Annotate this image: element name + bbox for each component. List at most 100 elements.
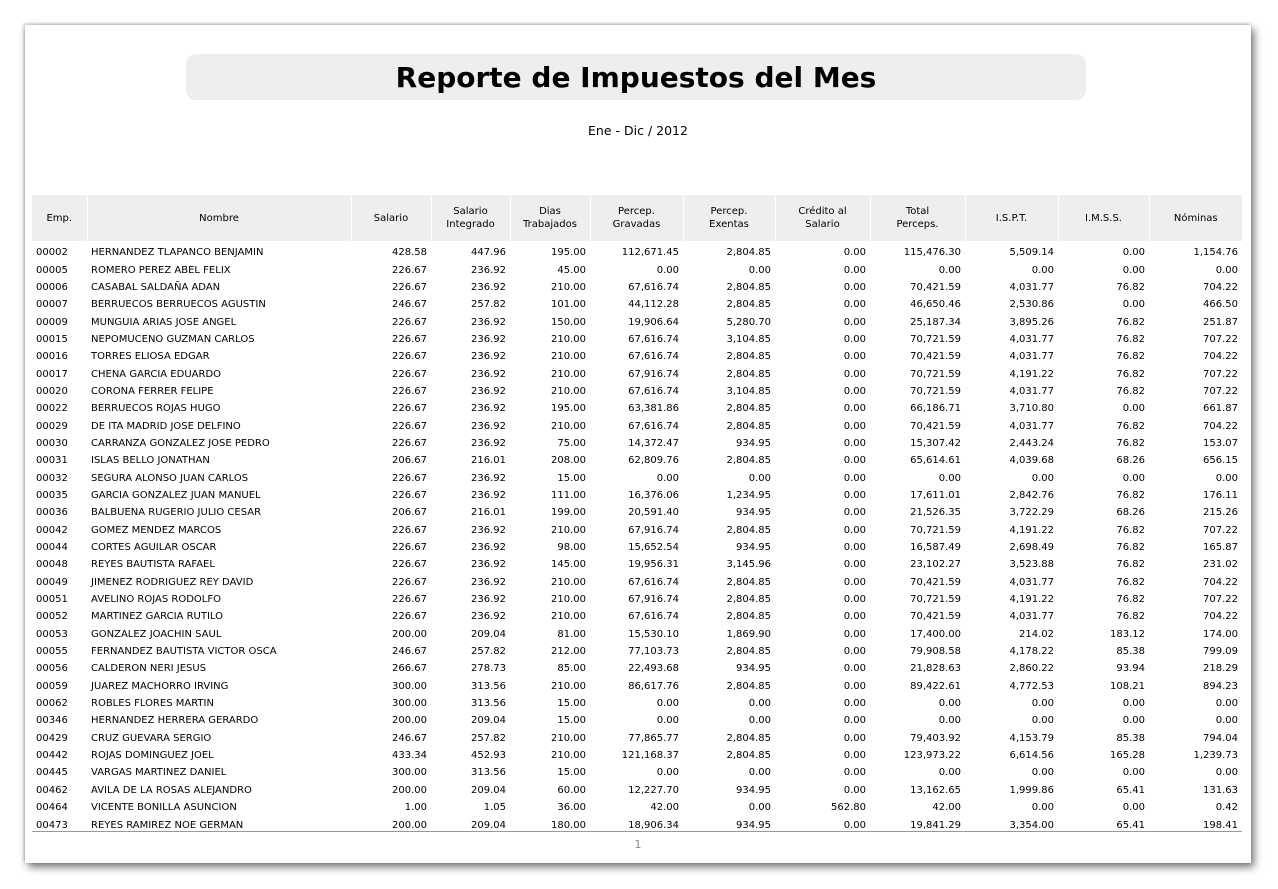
- col-imss-cell: 85.38: [1116, 732, 1145, 744]
- col-total-perceps-cell: 70,721.59: [910, 594, 961, 606]
- col-ispt-cell: 6,614.56: [1009, 750, 1054, 762]
- col-ispt-header: I.S.P.T.: [965, 195, 1059, 241]
- col-percep-gravadas-cell: 0.00: [656, 715, 679, 727]
- table-row: 00048 REYES BAUTISTA RAFAEL 226.67 236.92 14…: [32, 556, 1242, 573]
- col-dias-trabajados-cell: 36.00: [557, 802, 586, 814]
- col-total-perceps-cell: 46,650.46: [910, 299, 961, 311]
- col-ispt-cell: 3,354.00: [1009, 819, 1054, 831]
- col-credito-salario-cell: 0.00: [843, 646, 866, 658]
- table-row: 00044 CORTES AGUILAR OSCAR 226.67 236.92 98.…: [32, 539, 1242, 556]
- col-imss-cell: 0.00: [1122, 299, 1145, 311]
- col-salario-cell: 226.67: [392, 420, 427, 432]
- table-row: 00007 BERRUECOS BERRUECOS AGUSTIN 246.67 25…: [32, 296, 1242, 313]
- col-imss-cell: 65.41: [1116, 784, 1145, 796]
- col-salario-cell: 226.67: [392, 316, 427, 328]
- col-nombre-cell: CRUZ GUEVARA SERGIO: [91, 732, 212, 744]
- col-salario-cell: 200.00: [392, 784, 427, 796]
- col-emp-header: Emp.: [32, 195, 88, 241]
- col-percep-gravadas-cell: 18,906.34: [628, 819, 679, 831]
- col-emp-cell: 00032: [36, 472, 68, 484]
- col-nominas-cell: 794.04: [1203, 732, 1238, 744]
- col-salario-integrado-cell: 257.82: [471, 646, 506, 658]
- col-credito-salario-cell: 0.00: [843, 611, 866, 623]
- col-percep-exentas-cell: 934.95: [736, 507, 771, 519]
- tax-report-table: Emp. Nombre Salario Salario Integrado Dias Tra…: [32, 195, 1242, 834]
- col-total-perceps-cell: 0.00: [938, 472, 961, 484]
- column-header-label: Emp.: [46, 212, 73, 224]
- column-header-label: Nombre: [199, 212, 239, 224]
- col-imss-cell: 93.94: [1116, 663, 1145, 675]
- col-dias-trabajados-cell: 210.00: [551, 281, 586, 293]
- col-imss-cell: 0.00: [1122, 403, 1145, 415]
- col-salario-cell: 226.67: [392, 264, 427, 276]
- col-credito-salario-cell: 0.00: [843, 351, 866, 363]
- col-percep-exentas-cell: 0.00: [748, 767, 771, 779]
- table-row: 00016 TORRES ELIOSA EDGAR 226.67 236.92 210.…: [32, 348, 1242, 365]
- col-percep-gravadas-header: Percep. Gravadas: [590, 195, 684, 241]
- col-salario-integrado-cell: 236.92: [471, 524, 506, 536]
- col-emp-cell: 00030: [36, 437, 68, 449]
- col-total-perceps-cell: 25,187.34: [910, 316, 961, 328]
- col-nominas-cell: 0.00: [1215, 715, 1238, 727]
- col-emp-cell: 00029: [36, 420, 68, 432]
- col-total-perceps-cell: 17,611.01: [910, 489, 961, 501]
- col-percep-gravadas-cell: 63,381.86: [628, 403, 679, 415]
- col-ispt-cell: 3,722.29: [1009, 507, 1054, 519]
- col-ispt-cell: 4,039.68: [1009, 455, 1054, 467]
- col-emp-cell: 00002: [36, 247, 68, 259]
- column-header-label: I.S.P.T.: [995, 212, 1028, 224]
- col-nominas-cell: 165.87: [1203, 542, 1238, 554]
- col-percep-exentas-cell: 934.95: [736, 663, 771, 675]
- col-dias-trabajados-cell: 210.00: [551, 420, 586, 432]
- col-credito-salario-cell: 0.00: [843, 368, 866, 380]
- col-salario-integrado-cell: 236.92: [471, 281, 506, 293]
- col-nombre-cell: JIMENEZ RODRIGUEZ REY DAVID: [91, 576, 254, 588]
- col-ispt-cell: 4,772.53: [1009, 680, 1054, 692]
- table-row: 00051 AVELINO ROJAS RODOLFO 226.67 236.92 21…: [32, 591, 1242, 608]
- col-credito-salario-cell: 0.00: [843, 784, 866, 796]
- col-salario-cell: 300.00: [392, 698, 427, 710]
- table-row: 00055 FERNANDEZ BAUTISTA VICTOR OSCA 246.6…: [32, 643, 1242, 660]
- col-salario-cell: 226.67: [392, 403, 427, 415]
- col-percep-exentas-cell: 2,804.85: [726, 420, 771, 432]
- col-total-perceps-cell: 70,721.59: [910, 385, 961, 397]
- col-percep-gravadas-cell: 19,906.64: [628, 316, 679, 328]
- col-emp-cell: 00031: [36, 455, 68, 467]
- col-percep-exentas-cell: 2,804.85: [726, 594, 771, 606]
- col-salario-cell: 226.67: [392, 524, 427, 536]
- col-percep-exentas-cell: 2,804.85: [726, 646, 771, 658]
- col-percep-gravadas-cell: 0.00: [656, 698, 679, 710]
- col-percep-exentas-cell: 2,804.85: [726, 351, 771, 363]
- col-percep-exentas-cell: 0.00: [748, 472, 771, 484]
- col-total-perceps-cell: 42.00: [932, 802, 961, 814]
- col-salario-cell: 226.67: [392, 489, 427, 501]
- col-nominas-cell: 176.11: [1203, 489, 1238, 501]
- col-salario-cell: 200.00: [392, 628, 427, 640]
- col-imss-cell: 68.26: [1116, 455, 1145, 467]
- column-header-label: Salario: [453, 206, 488, 217]
- col-salario-integrado-cell: 278.73: [471, 663, 506, 675]
- col-ispt-cell: 4,191.22: [1009, 524, 1054, 536]
- col-nombre-cell: HERNANDEZ TLAPANCO BENJAMIN: [91, 247, 264, 259]
- col-emp-cell: 00346: [36, 715, 68, 727]
- col-salario-integrado-cell: 236.92: [471, 420, 506, 432]
- col-imss-cell: 76.82: [1116, 611, 1145, 623]
- col-salario-integrado-cell: 216.01: [471, 455, 506, 467]
- col-ispt-cell: 4,191.22: [1009, 594, 1054, 606]
- col-nominas-cell: 707.22: [1203, 594, 1238, 606]
- col-ispt-cell: 2,443.24: [1009, 437, 1054, 449]
- col-credito-salario-cell: 0.00: [843, 576, 866, 588]
- col-percep-gravadas-cell: 112,671.45: [621, 247, 679, 259]
- col-total-perceps-cell: 70,421.59: [910, 576, 961, 588]
- col-percep-exentas-cell: 934.95: [736, 542, 771, 554]
- column-header-label: I.M.S.S.: [1085, 212, 1122, 224]
- col-total-perceps-cell: 0.00: [938, 264, 961, 276]
- col-credito-salario-cell: 0.00: [843, 715, 866, 727]
- col-dias-trabajados-header: Dias Trabajados: [510, 195, 591, 241]
- table-row: 00062 ROBLES FLORES MARTIN 300.00 313.56 15.…: [32, 695, 1242, 712]
- col-nombre-cell: CORTES AGUILAR OSCAR: [91, 542, 217, 554]
- column-header-label: Integrado: [446, 219, 495, 230]
- column-header-label: Gravadas: [612, 219, 661, 230]
- col-imss-cell: 0.00: [1122, 698, 1145, 710]
- col-nombre-cell: DE ITA MADRID JOSE DELFINO: [91, 420, 241, 432]
